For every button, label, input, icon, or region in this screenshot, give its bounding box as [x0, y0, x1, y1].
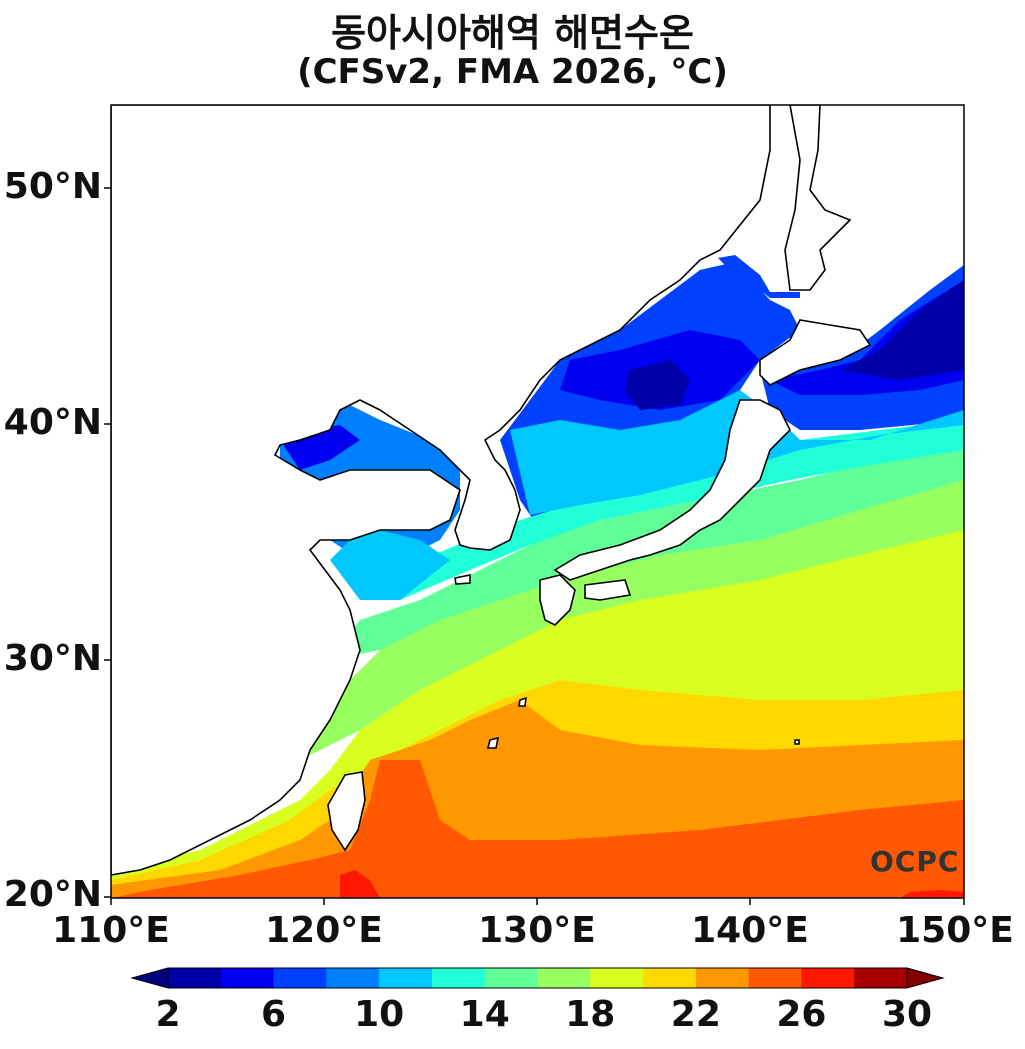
lat-tick-20: 20°N	[3, 874, 102, 915]
colorbar-segment	[748, 968, 802, 988]
lon-tick-150: 150°E	[896, 910, 1014, 951]
sst-field	[111, 105, 964, 898]
colorbar-label: 30	[881, 994, 933, 1035]
ocpc-logo: OCPC	[870, 845, 960, 878]
colorbar-segment	[854, 968, 908, 988]
colorbar-segment	[273, 968, 327, 988]
colorbar-segment	[431, 968, 486, 988]
axis-ticks	[104, 187, 965, 905]
colorbar-label: 22	[670, 994, 721, 1035]
colorbar-label: 10	[354, 994, 405, 1035]
lon-tick-110: 110°E	[52, 910, 170, 951]
colorbar-segment	[537, 968, 591, 988]
lat-tick-50: 50°N	[3, 166, 102, 207]
lat-tick-30: 30°N	[3, 638, 102, 679]
lon-tick-120: 120°E	[265, 910, 383, 951]
map-subtitle: (CFSv2, FMA 2026, °C)	[297, 52, 728, 92]
colorbar-label: 26	[776, 994, 827, 1035]
colorbar-label: 18	[565, 994, 616, 1035]
map-title: 동아시아해역 해면수온	[331, 11, 694, 55]
colorbar-label: 6	[261, 994, 287, 1035]
colorbar-segment	[695, 968, 750, 988]
lat-tick-40: 40°N	[3, 402, 102, 443]
colorbar-segment	[379, 968, 433, 988]
colorbar-segment	[326, 968, 380, 988]
lon-tick-140: 140°E	[691, 910, 809, 951]
colorbar-segment	[168, 968, 222, 988]
colorbar	[130, 967, 945, 989]
colorbar-segment	[220, 968, 275, 988]
colorbar-segment	[484, 968, 538, 988]
colorbar-segment	[801, 968, 855, 988]
lon-tick-130: 130°E	[478, 910, 596, 951]
colorbar-over-arrow	[906, 967, 945, 989]
colorbar-segment	[590, 968, 644, 988]
colorbar-under-arrow	[130, 967, 169, 989]
land	[111, 105, 872, 876]
colorbar-segment	[643, 968, 697, 988]
colorbar-label: 2	[155, 994, 181, 1035]
colorbar-label: 14	[459, 994, 510, 1035]
colorbar-frame	[167, 967, 908, 989]
